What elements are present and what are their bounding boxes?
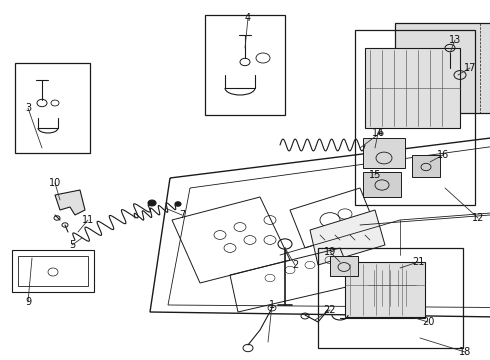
Text: 7: 7 <box>179 210 185 220</box>
Text: 1: 1 <box>269 300 275 310</box>
Text: 13: 13 <box>449 35 461 45</box>
Bar <box>318 248 463 348</box>
Text: 5: 5 <box>69 240 75 250</box>
Text: 16: 16 <box>437 150 449 160</box>
Bar <box>345 262 425 317</box>
Bar <box>412 155 440 177</box>
Text: 6: 6 <box>377 128 383 138</box>
Text: 9: 9 <box>25 297 31 307</box>
Bar <box>363 138 405 168</box>
Circle shape <box>148 200 156 206</box>
Text: 15: 15 <box>369 170 381 180</box>
Bar <box>12 250 94 292</box>
Bar <box>355 30 475 205</box>
Bar <box>365 48 460 128</box>
Text: 20: 20 <box>422 317 434 327</box>
Bar <box>368 268 416 308</box>
Text: 3: 3 <box>25 103 31 113</box>
Bar <box>18 256 88 286</box>
Polygon shape <box>310 210 385 265</box>
Text: 12: 12 <box>472 213 484 223</box>
Text: 18: 18 <box>459 347 471 357</box>
Text: 19: 19 <box>324 247 336 257</box>
Text: 22: 22 <box>324 305 336 315</box>
Bar <box>205 15 285 115</box>
Text: 4: 4 <box>245 13 251 23</box>
Bar <box>363 172 401 197</box>
Text: 21: 21 <box>412 257 424 267</box>
Bar <box>330 256 358 276</box>
Circle shape <box>175 202 181 206</box>
Polygon shape <box>55 190 85 215</box>
Text: 11: 11 <box>82 215 94 225</box>
Text: 14: 14 <box>372 128 384 138</box>
Text: 10: 10 <box>49 178 61 188</box>
Text: 2: 2 <box>292 260 298 270</box>
Bar <box>395 23 490 113</box>
Text: 17: 17 <box>464 63 476 73</box>
Bar <box>15 63 90 153</box>
